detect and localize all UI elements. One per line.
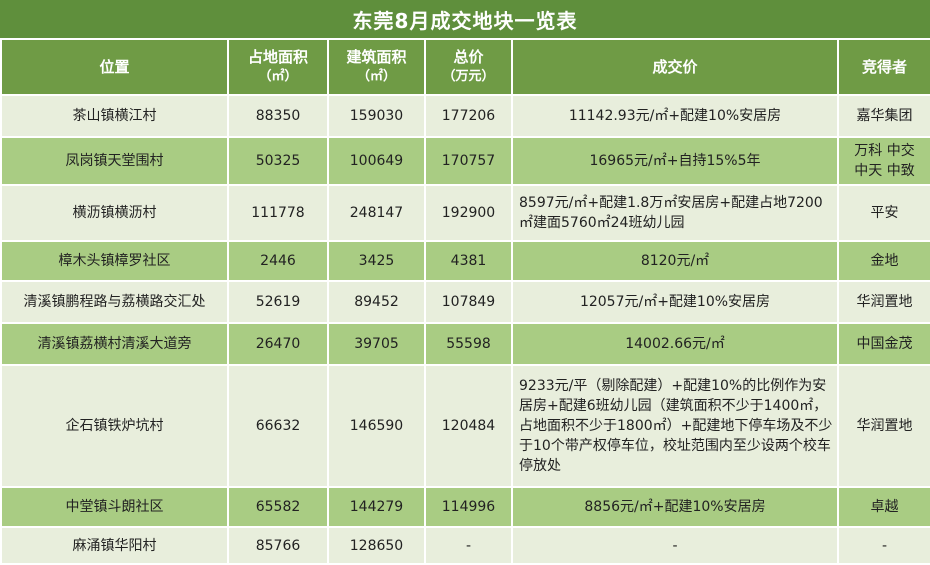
cell-location: 横沥镇横沥村 — [0, 184, 229, 242]
header-land-area-unit: （㎡） — [258, 69, 298, 84]
cell-build-area: 248147 — [327, 184, 426, 242]
cell-total-price: 192900 — [424, 184, 513, 242]
cell-bidder: 中国金茂 — [837, 322, 930, 366]
header-total-price-unit: （万元） — [442, 69, 495, 84]
cell-location: 樟木头镇樟罗社区 — [0, 240, 229, 282]
cell-deal-price: 9233元/平（剔除配建）+配建10%的比例作为安居房+配建6班幼儿园（建筑面积… — [511, 364, 839, 488]
cell-bidder: 卓越 — [837, 486, 930, 528]
cell-deal-price: - — [511, 526, 839, 565]
cell-deal-price: 8856元/㎡+配建10%安居房 — [511, 486, 839, 528]
land-deals-table: 位置 占地面积 （㎡） 建筑面积 （㎡） 总价 （万元） 成交价 竞得者 茶山镇横江村… — [0, 38, 930, 565]
cell-total-price: 177206 — [424, 94, 513, 138]
cell-build-area: 100649 — [327, 136, 426, 186]
cell-land-area: 66632 — [227, 364, 329, 488]
cell-build-area: 146590 — [327, 364, 426, 488]
table-title: 东莞8月成交地块一览表 — [0, 0, 930, 38]
header-location: 位置 — [0, 38, 229, 96]
cell-total-price: 114996 — [424, 486, 513, 528]
cell-deal-price: 8597元/㎡+配建1.8万㎡安居房+配建占地7200㎡建面5760㎡24班幼儿… — [511, 184, 839, 242]
cell-build-area: 3425 — [327, 240, 426, 282]
cell-land-area: 65582 — [227, 486, 329, 528]
cell-deal-price: 12057元/㎡+配建10%安居房 — [511, 280, 839, 324]
header-bidder: 竞得者 — [837, 38, 930, 96]
cell-land-area: 85766 — [227, 526, 329, 565]
cell-land-area: 50325 — [227, 136, 329, 186]
cell-build-area: 159030 — [327, 94, 426, 138]
cell-land-area: 2446 — [227, 240, 329, 282]
cell-total-price: 107849 — [424, 280, 513, 324]
cell-bidder: - — [837, 526, 930, 565]
cell-build-area: 89452 — [327, 280, 426, 324]
cell-location: 企石镇铁炉坑村 — [0, 364, 229, 488]
cell-build-area: 144279 — [327, 486, 426, 528]
cell-location: 凤岗镇天堂围村 — [0, 136, 229, 186]
header-build-area-unit: （㎡） — [356, 69, 396, 84]
table-row: 中堂镇斗朗社区 65582 144279 114996 8856元/㎡+配建10… — [0, 486, 930, 528]
table-row: 樟木头镇樟罗社区 2446 3425 4381 8120元/㎡ 金地 — [0, 240, 930, 282]
cell-bidder: 金地 — [837, 240, 930, 282]
cell-bidder: 嘉华集团 — [837, 94, 930, 138]
table-row: 清溪镇荔横村清溪大道旁 26470 39705 55598 14002.66元/… — [0, 322, 930, 366]
cell-total-price: - — [424, 526, 513, 565]
cell-total-price: 120484 — [424, 364, 513, 488]
cell-deal-price: 11142.93元/㎡+配建10%安居房 — [511, 94, 839, 138]
table-row: 横沥镇横沥村 111778 248147 192900 8597元/㎡+配建1.… — [0, 184, 930, 242]
cell-location: 清溪镇荔横村清溪大道旁 — [0, 322, 229, 366]
cell-location: 清溪镇鹏程路与荔横路交汇处 — [0, 280, 229, 324]
cell-bidder: 万科 中交 中天 中致 — [837, 136, 930, 186]
header-total-price: 总价 （万元） — [424, 38, 513, 96]
header-build-area: 建筑面积 （㎡） — [327, 38, 426, 96]
cell-bidder: 华润置地 — [837, 364, 930, 488]
header-deal-price: 成交价 — [511, 38, 839, 96]
cell-land-area: 52619 — [227, 280, 329, 324]
cell-build-area: 128650 — [327, 526, 426, 565]
cell-land-area: 26470 — [227, 322, 329, 366]
cell-location: 茶山镇横江村 — [0, 94, 229, 138]
cell-deal-price: 14002.66元/㎡ — [511, 322, 839, 366]
header-land-area: 占地面积 （㎡） — [227, 38, 329, 96]
cell-deal-price: 8120元/㎡ — [511, 240, 839, 282]
cell-total-price: 55598 — [424, 322, 513, 366]
cell-deal-price: 16965元/㎡+自持15%5年 — [511, 136, 839, 186]
header-row: 位置 占地面积 （㎡） 建筑面积 （㎡） 总价 （万元） 成交价 竞得者 — [0, 38, 930, 96]
cell-location: 麻涌镇华阳村 — [0, 526, 229, 565]
table-row: 麻涌镇华阳村 85766 128650 - - - — [0, 526, 930, 565]
cell-land-area: 88350 — [227, 94, 329, 138]
table-row: 企石镇铁炉坑村 66632 146590 120484 9233元/平（剔除配建… — [0, 364, 930, 488]
cell-land-area: 111778 — [227, 184, 329, 242]
cell-bidder: 华润置地 — [837, 280, 930, 324]
cell-total-price: 4381 — [424, 240, 513, 282]
table-row: 凤岗镇天堂围村 50325 100649 170757 16965元/㎡+自持1… — [0, 136, 930, 186]
cell-bidder: 平安 — [837, 184, 930, 242]
cell-location: 中堂镇斗朗社区 — [0, 486, 229, 528]
cell-build-area: 39705 — [327, 322, 426, 366]
cell-total-price: 170757 — [424, 136, 513, 186]
table-row: 茶山镇横江村 88350 159030 177206 11142.93元/㎡+配… — [0, 94, 930, 138]
table-row: 清溪镇鹏程路与荔横路交汇处 52619 89452 107849 12057元/… — [0, 280, 930, 324]
